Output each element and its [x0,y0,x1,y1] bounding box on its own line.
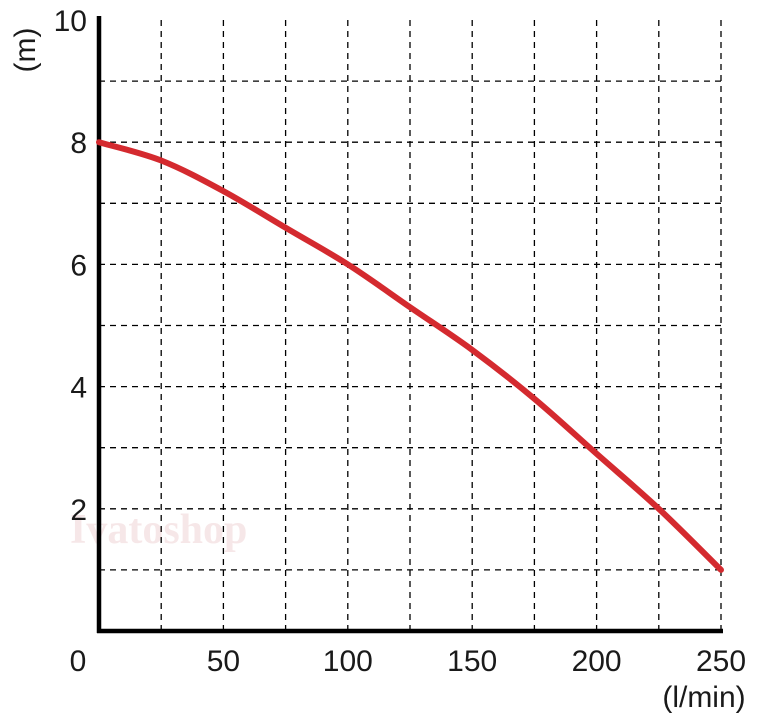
x-tick-label: 50 [207,645,240,678]
watermark: Ivatoshop [70,507,247,553]
axes [96,16,723,634]
x-tick-label: 100 [323,645,373,678]
x-tick-label: 250 [696,645,746,678]
grid [99,20,722,631]
tick-labels: 0 50 100 150 200 250 2 4 6 8 10 (l/min) (m) [9,5,746,714]
y-tick-label: 8 [70,127,87,160]
x-tick-label: 200 [572,645,622,678]
y-tick-label: 4 [70,372,87,405]
x-tick-label: 0 [70,645,87,678]
x-tick-label: 150 [447,645,497,678]
y-tick-label: 10 [54,5,87,38]
x-axis-label: (l/min) [662,681,745,714]
series-line [96,139,724,573]
y-tick-label: 2 [70,494,87,527]
y-tick-label: 6 [70,249,87,282]
series [96,139,724,573]
y-axis-label: (m) [9,28,42,73]
